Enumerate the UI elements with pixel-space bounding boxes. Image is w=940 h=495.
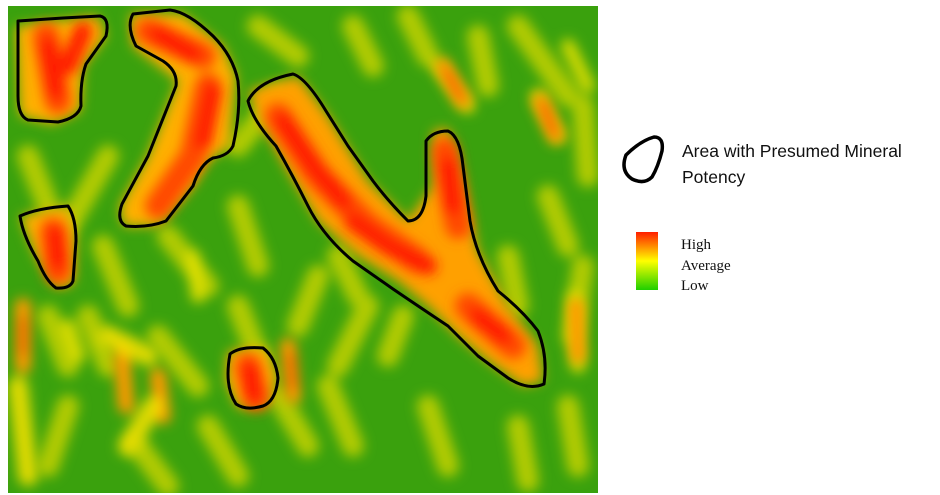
potency-zone-outline <box>16 14 109 124</box>
potency-zone-outline <box>246 72 547 388</box>
mineral-potency-heatmap <box>8 6 598 493</box>
closed-outline-icon <box>622 135 665 184</box>
legend-low-label: Low <box>681 278 709 294</box>
potency-zone-outline <box>226 346 280 410</box>
potency-zone-fills <box>16 14 543 411</box>
legend-color-ramp <box>636 232 658 290</box>
legend-high-label: High <box>681 237 711 253</box>
potency-zone-outline <box>118 8 241 228</box>
potency-zone-outline <box>18 204 78 290</box>
legend-average-label: Average <box>681 258 731 274</box>
legend-outline-label: Area with Presumed Mineral Potency <box>682 141 902 187</box>
heat-hotspots-background <box>8 58 586 486</box>
